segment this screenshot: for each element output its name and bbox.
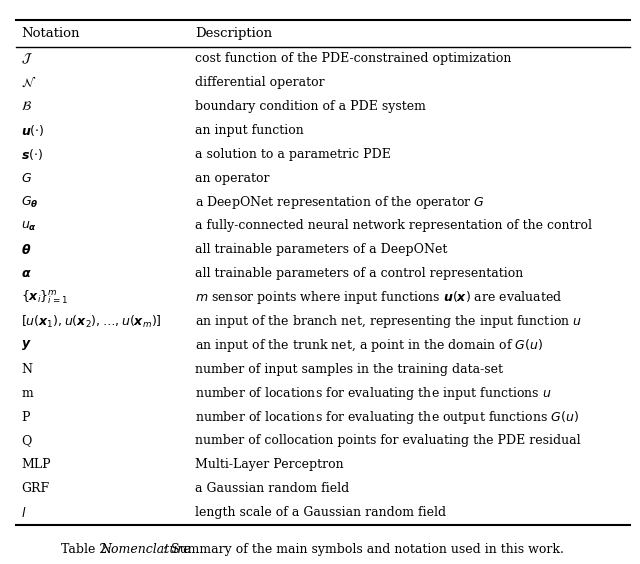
Text: GRF: GRF xyxy=(21,482,49,495)
Text: $l$: $l$ xyxy=(21,505,26,519)
Text: $\mathcal{N}$: $\mathcal{N}$ xyxy=(21,76,36,90)
Text: Nomenclature: Nomenclature xyxy=(100,543,191,557)
Text: Table 2:: Table 2: xyxy=(61,543,115,557)
Text: m: m xyxy=(21,387,33,400)
Text: Description: Description xyxy=(195,27,273,40)
Text: length scale of a Gaussian random field: length scale of a Gaussian random field xyxy=(195,506,446,519)
Text: $\boldsymbol{\theta}$: $\boldsymbol{\theta}$ xyxy=(21,243,31,257)
Text: a DeepONet representation of the operator $G$: a DeepONet representation of the operato… xyxy=(195,193,485,210)
Text: $\{\boldsymbol{x}_i\}_{i=1}^{m}$: $\{\boldsymbol{x}_i\}_{i=1}^{m}$ xyxy=(21,289,68,306)
Text: $G_{\boldsymbol{\theta}}$: $G_{\boldsymbol{\theta}}$ xyxy=(21,195,38,210)
Text: P: P xyxy=(21,411,29,424)
Text: $\boldsymbol{\alpha}$: $\boldsymbol{\alpha}$ xyxy=(21,267,32,280)
Text: number of locations for evaluating the output functions $G(u)$: number of locations for evaluating the o… xyxy=(195,408,579,425)
Text: $\boldsymbol{y}$: $\boldsymbol{y}$ xyxy=(21,338,32,352)
Text: $\boldsymbol{s}(\cdot)$: $\boldsymbol{s}(\cdot)$ xyxy=(21,147,44,162)
Text: $G$: $G$ xyxy=(21,171,32,184)
Text: all trainable parameters of a DeepONet: all trainable parameters of a DeepONet xyxy=(195,243,447,256)
Text: Q: Q xyxy=(21,434,31,447)
Text: $m$ sensor points where input functions $\boldsymbol{u}(\boldsymbol{x})$ are eva: $m$ sensor points where input functions … xyxy=(195,289,563,306)
Text: number of input samples in the training data-set: number of input samples in the training … xyxy=(195,363,503,376)
Text: number of locations for evaluating the input functions $u$: number of locations for evaluating the i… xyxy=(195,385,552,402)
Text: an operator: an operator xyxy=(195,171,269,184)
Text: cost function of the PDE-constrained optimization: cost function of the PDE-constrained opt… xyxy=(195,52,511,65)
Text: : Summary of the main symbols and notation used in this work.: : Summary of the main symbols and notati… xyxy=(163,543,564,557)
Text: an input function: an input function xyxy=(195,124,304,137)
Text: a Gaussian random field: a Gaussian random field xyxy=(195,482,349,495)
Text: MLP: MLP xyxy=(21,459,51,472)
Text: a solution to a parametric PDE: a solution to a parametric PDE xyxy=(195,148,391,161)
Text: a fully-connected neural network representation of the control: a fully-connected neural network represe… xyxy=(195,219,592,232)
Text: Multi-Layer Perceptron: Multi-Layer Perceptron xyxy=(195,459,344,472)
Text: number of collocation points for evaluating the PDE residual: number of collocation points for evaluat… xyxy=(195,434,581,447)
Text: N: N xyxy=(21,363,32,376)
Text: $\mathcal{J}$: $\mathcal{J}$ xyxy=(21,51,33,66)
Text: $\boldsymbol{u}(\cdot)$: $\boldsymbol{u}(\cdot)$ xyxy=(21,123,45,138)
Text: an input of the branch net, representing the input function $u$: an input of the branch net, representing… xyxy=(195,313,582,330)
Text: differential operator: differential operator xyxy=(195,76,325,89)
Text: $\mathcal{B}$: $\mathcal{B}$ xyxy=(21,100,32,113)
Text: $[u(\boldsymbol{x}_1), u(\boldsymbol{x}_2), \ldots, u(\boldsymbol{x}_m)]$: $[u(\boldsymbol{x}_1), u(\boldsymbol{x}_… xyxy=(21,314,162,329)
Text: all trainable parameters of a control representation: all trainable parameters of a control re… xyxy=(195,267,524,280)
Text: $u_{\boldsymbol{\alpha}}$: $u_{\boldsymbol{\alpha}}$ xyxy=(21,219,37,232)
Text: Notation: Notation xyxy=(21,27,79,40)
Text: an input of the trunk net, a point in the domain of $G(u)$: an input of the trunk net, a point in th… xyxy=(195,337,543,354)
Text: boundary condition of a PDE system: boundary condition of a PDE system xyxy=(195,100,426,113)
